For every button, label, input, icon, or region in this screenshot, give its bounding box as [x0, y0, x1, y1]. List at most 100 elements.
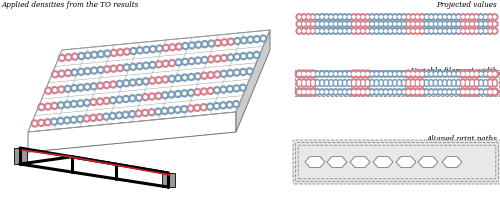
- Circle shape: [362, 30, 364, 32]
- Circle shape: [208, 40, 215, 47]
- Circle shape: [260, 35, 267, 42]
- Circle shape: [432, 21, 439, 27]
- Circle shape: [44, 103, 52, 110]
- Circle shape: [396, 14, 402, 20]
- Circle shape: [352, 30, 355, 32]
- Circle shape: [474, 28, 480, 34]
- Circle shape: [164, 78, 166, 81]
- Circle shape: [396, 71, 402, 77]
- Circle shape: [46, 105, 50, 108]
- Circle shape: [457, 23, 460, 25]
- Circle shape: [433, 80, 438, 84]
- Circle shape: [151, 63, 154, 66]
- Circle shape: [459, 70, 467, 78]
- Circle shape: [410, 79, 416, 85]
- Circle shape: [332, 14, 339, 20]
- Circle shape: [99, 69, 102, 71]
- Circle shape: [424, 14, 430, 20]
- Circle shape: [468, 70, 476, 78]
- Circle shape: [319, 89, 325, 95]
- Circle shape: [364, 88, 372, 96]
- Circle shape: [432, 14, 439, 20]
- Circle shape: [246, 52, 254, 59]
- Circle shape: [104, 50, 111, 57]
- Circle shape: [339, 30, 342, 32]
- Circle shape: [439, 23, 442, 25]
- Circle shape: [448, 83, 450, 85]
- Circle shape: [242, 71, 244, 73]
- Circle shape: [57, 117, 64, 125]
- Circle shape: [434, 30, 437, 32]
- Circle shape: [197, 44, 200, 46]
- Circle shape: [492, 28, 498, 34]
- Circle shape: [340, 83, 341, 85]
- Circle shape: [66, 119, 68, 122]
- Circle shape: [416, 30, 418, 32]
- Circle shape: [378, 14, 384, 20]
- Circle shape: [470, 72, 474, 75]
- Circle shape: [142, 78, 149, 85]
- Circle shape: [214, 39, 222, 46]
- Circle shape: [434, 16, 437, 18]
- Circle shape: [364, 21, 370, 27]
- Circle shape: [330, 73, 332, 75]
- Circle shape: [350, 88, 358, 96]
- Circle shape: [426, 30, 428, 32]
- Circle shape: [474, 79, 480, 85]
- Circle shape: [330, 16, 332, 18]
- Circle shape: [382, 71, 389, 77]
- Circle shape: [190, 44, 193, 47]
- Circle shape: [38, 104, 45, 111]
- Circle shape: [394, 83, 396, 85]
- Circle shape: [220, 55, 228, 61]
- Circle shape: [352, 83, 355, 85]
- Circle shape: [72, 53, 78, 60]
- Circle shape: [453, 83, 454, 85]
- Circle shape: [98, 116, 101, 119]
- Circle shape: [76, 116, 84, 123]
- Circle shape: [396, 28, 402, 34]
- Circle shape: [100, 53, 102, 56]
- Circle shape: [209, 105, 212, 108]
- Circle shape: [60, 120, 62, 122]
- Circle shape: [402, 80, 406, 84]
- Circle shape: [398, 73, 400, 75]
- Circle shape: [350, 21, 357, 27]
- Circle shape: [339, 16, 342, 18]
- Circle shape: [242, 55, 245, 57]
- Circle shape: [80, 70, 82, 73]
- Circle shape: [414, 81, 420, 87]
- Circle shape: [382, 21, 389, 27]
- Circle shape: [314, 89, 320, 95]
- Circle shape: [416, 16, 418, 18]
- Text: Variable filament width: Variable filament width: [411, 67, 497, 75]
- Circle shape: [419, 21, 425, 27]
- Circle shape: [38, 119, 44, 126]
- Circle shape: [319, 71, 325, 77]
- Circle shape: [80, 55, 82, 57]
- Circle shape: [358, 83, 360, 85]
- Circle shape: [203, 59, 206, 61]
- Circle shape: [328, 21, 334, 27]
- Circle shape: [442, 21, 448, 27]
- Circle shape: [464, 21, 470, 27]
- Circle shape: [180, 106, 188, 113]
- Circle shape: [440, 83, 441, 85]
- Circle shape: [90, 83, 97, 90]
- Circle shape: [444, 23, 446, 25]
- Circle shape: [210, 58, 212, 61]
- Circle shape: [220, 86, 227, 93]
- Circle shape: [316, 16, 318, 18]
- Circle shape: [374, 89, 380, 95]
- Circle shape: [149, 61, 156, 68]
- Circle shape: [194, 89, 201, 96]
- Circle shape: [324, 28, 330, 34]
- Circle shape: [364, 70, 372, 78]
- Circle shape: [428, 80, 434, 84]
- Circle shape: [116, 80, 123, 87]
- Circle shape: [366, 81, 368, 83]
- Polygon shape: [327, 157, 347, 168]
- Circle shape: [220, 70, 227, 77]
- Circle shape: [494, 16, 496, 18]
- Circle shape: [348, 91, 350, 93]
